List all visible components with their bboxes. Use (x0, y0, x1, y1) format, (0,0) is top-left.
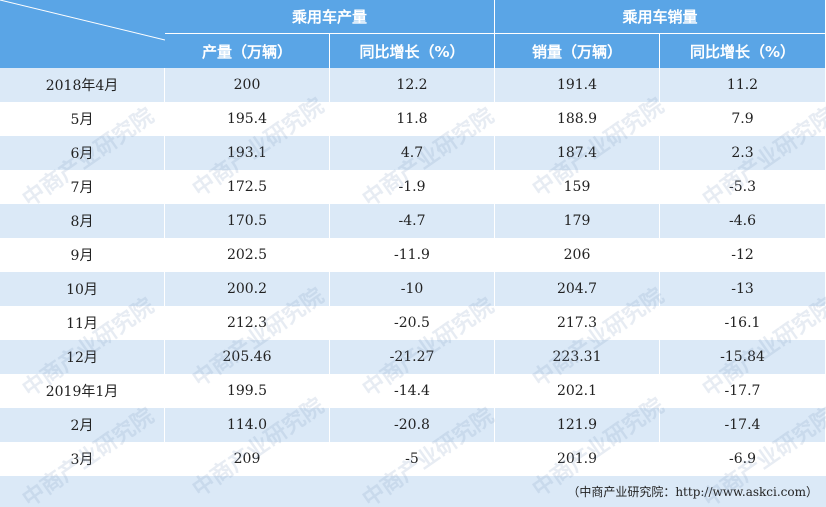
row-bg (0, 374, 826, 408)
cell: 217.3 (495, 306, 660, 340)
cell: -20.8 (330, 408, 495, 442)
cell: 202.5 (165, 238, 330, 272)
cell: 9月 (0, 238, 165, 272)
cell: 4.7 (330, 136, 495, 170)
cell: -21.27 (330, 340, 495, 374)
cell: 204.7 (495, 272, 660, 306)
row-bg (0, 170, 826, 204)
cell: -12 (660, 238, 826, 272)
cell: 6月 (0, 136, 165, 170)
cell: 201.9 (495, 442, 660, 476)
cell: 200 (165, 68, 330, 102)
column-header: 同比增长（%） (660, 34, 826, 68)
cell: 159 (495, 170, 660, 204)
cell: 206 (495, 238, 660, 272)
cell: 7.9 (660, 102, 826, 136)
cell: 199.5 (165, 374, 330, 408)
cell: -14.4 (330, 374, 495, 408)
cell: 2018年4月 (0, 68, 165, 102)
row-bg (0, 102, 826, 136)
cell: 12月 (0, 340, 165, 374)
cell: 11.2 (660, 68, 826, 102)
cell: -11.9 (330, 238, 495, 272)
cell: 5月 (0, 102, 165, 136)
row-bg (0, 306, 826, 340)
row-bg (0, 136, 826, 170)
cell: 11月 (0, 306, 165, 340)
cell: -1.9 (330, 170, 495, 204)
cell: 10月 (0, 272, 165, 306)
cell: 179 (495, 204, 660, 238)
header-bg (0, 0, 826, 68)
row-bg (0, 68, 826, 102)
cell: 11.8 (330, 102, 495, 136)
cell: -4.7 (330, 204, 495, 238)
cell: 223.31 (495, 340, 660, 374)
cell: -15.84 (660, 340, 826, 374)
group-header: 乘用车产量 (165, 0, 495, 34)
cell: -17.4 (660, 408, 826, 442)
cell: 209 (165, 442, 330, 476)
cell: -10 (330, 272, 495, 306)
cell: 205.46 (165, 340, 330, 374)
cell: 188.9 (495, 102, 660, 136)
cell: -17.7 (660, 374, 826, 408)
cell: 202.1 (495, 374, 660, 408)
cell: 2月 (0, 408, 165, 442)
cell: 3月 (0, 442, 165, 476)
cell: 193.1 (165, 136, 330, 170)
diagonal (0, 0, 165, 41)
row-bg (0, 238, 826, 272)
cell: 2019年1月 (0, 374, 165, 408)
cell: -4.6 (660, 204, 826, 238)
cell: 8月 (0, 204, 165, 238)
cell: 2.3 (660, 136, 826, 170)
cell: 172.5 (165, 170, 330, 204)
cell: -16.1 (660, 306, 826, 340)
cell: -20.5 (330, 306, 495, 340)
cell: -5 (330, 442, 495, 476)
cell: 200.2 (165, 272, 330, 306)
cell: 187.4 (495, 136, 660, 170)
footer-bg (0, 476, 826, 507)
cell: 121.9 (495, 408, 660, 442)
row-bg (0, 272, 826, 306)
source: （中商产业研究院：http://www.askci.com） (567, 485, 818, 499)
row-bg (0, 340, 826, 374)
column-header: 同比增长（%） (330, 34, 495, 68)
cell: 170.5 (165, 204, 330, 238)
column-header: 销量（万辆） (495, 34, 660, 68)
cell: 7月 (0, 170, 165, 204)
cell: -13 (660, 272, 826, 306)
row-bg (0, 204, 826, 238)
cell: 212.3 (165, 306, 330, 340)
cell: 195.4 (165, 102, 330, 136)
cell: 12.2 (330, 68, 495, 102)
cell: -6.9 (660, 442, 826, 476)
cell: 191.4 (495, 68, 660, 102)
cell: 114.0 (165, 408, 330, 442)
group-header: 乘用车销量 (495, 0, 826, 34)
column-header: 产量（万辆） (165, 34, 330, 68)
row-bg (0, 408, 826, 442)
row-bg (0, 442, 826, 476)
cell: -5.3 (660, 170, 826, 204)
